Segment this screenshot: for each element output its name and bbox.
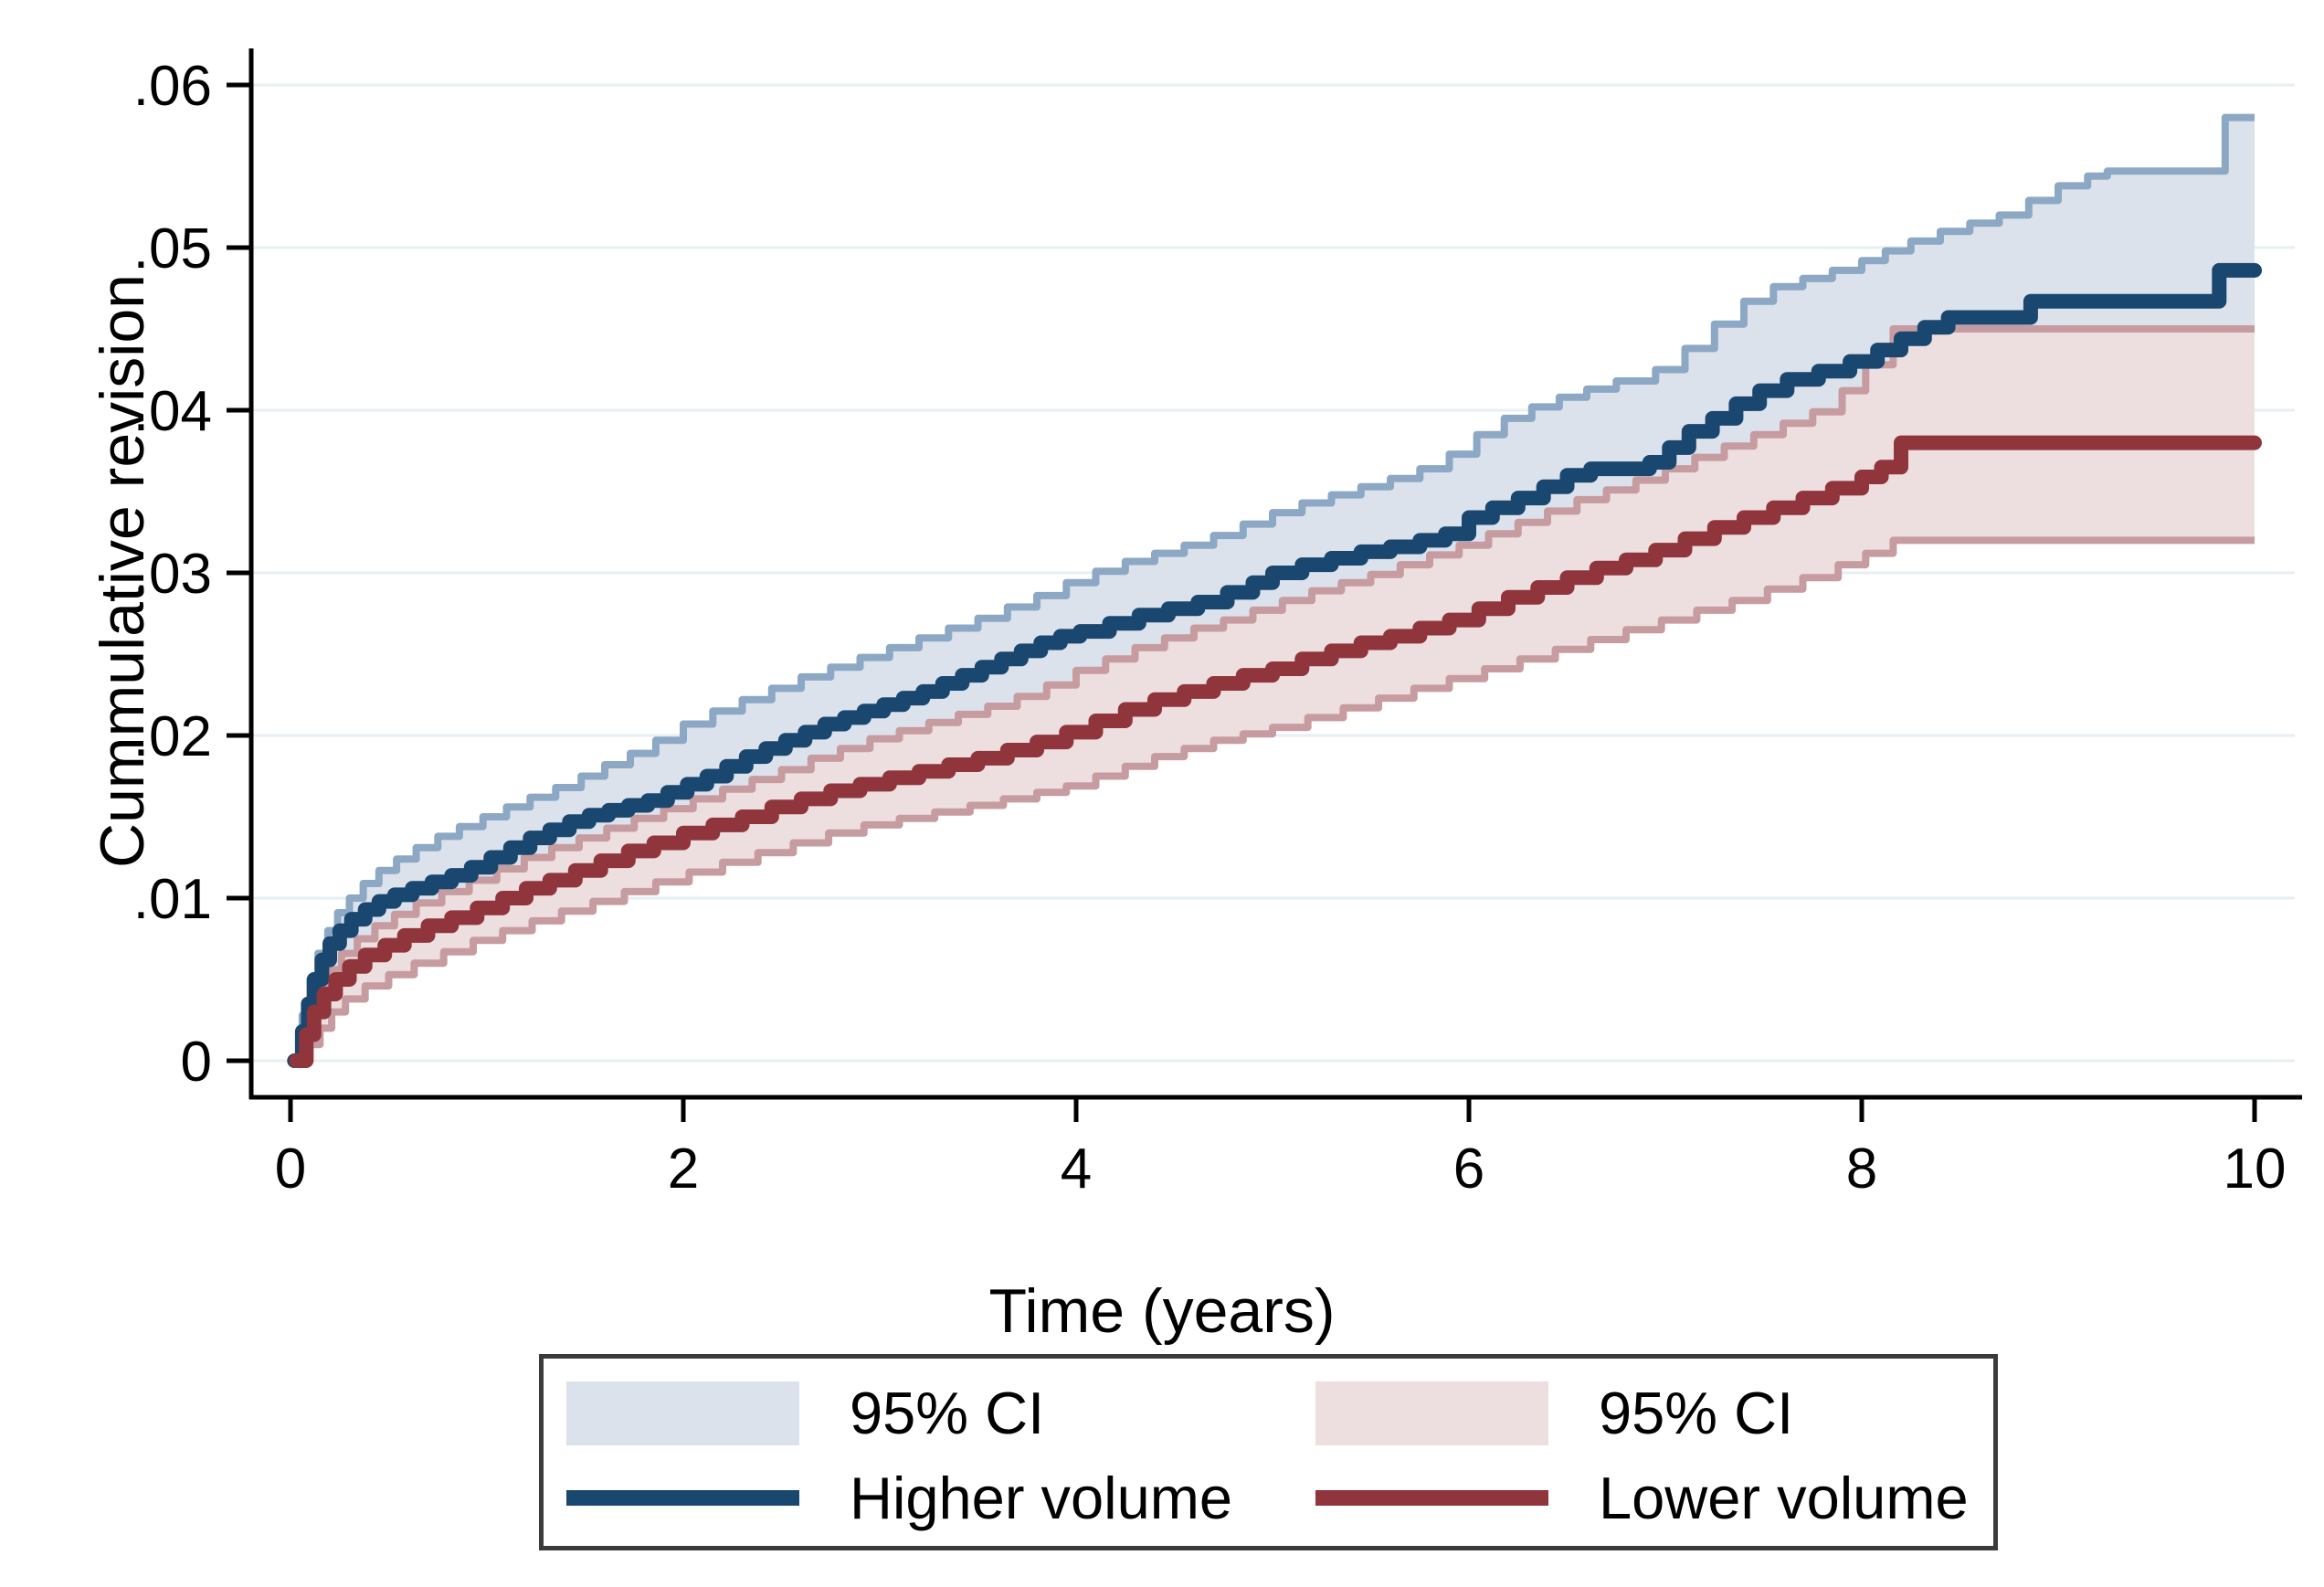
legend-label-higher-volume: Higher volume xyxy=(850,1465,1233,1531)
x-tick-label-4: 4 xyxy=(1061,1137,1092,1201)
ci-lower-edge-1 xyxy=(298,536,2255,1064)
x-axis-title: Time (years) xyxy=(988,1276,1336,1346)
legend-swatch-lower-volume-line xyxy=(1315,1490,1548,1506)
y-tick-label-0.02: .02 xyxy=(133,705,212,768)
x-tick-label-10: 10 xyxy=(2224,1137,2287,1201)
x-tick-label-2: 2 xyxy=(668,1137,699,1201)
legend-label-ci-higher: 95% CI xyxy=(850,1380,1045,1446)
curve-higher-volume xyxy=(287,262,2262,1068)
legend-swatch-ci-lower xyxy=(1315,1381,1548,1445)
x-tick-label-0: 0 xyxy=(275,1137,306,1201)
y-tick-label-0.04: .04 xyxy=(133,380,212,443)
ci-upper-edge-0 xyxy=(294,113,2255,1064)
y-tick-label-0.05: .05 xyxy=(133,217,212,280)
legend-swatch-ci-higher xyxy=(566,1381,799,1445)
y-axis-title: Cummulative revision xyxy=(88,274,157,868)
legend-label-lower-volume: Lower volume xyxy=(1599,1465,1969,1531)
y-tick-label-0.06: .06 xyxy=(133,55,212,118)
x-tick-label-8: 8 xyxy=(1846,1137,1877,1201)
legend-label-ci-lower: 95% CI xyxy=(1599,1380,1794,1446)
legend-swatch-higher-volume-line xyxy=(566,1490,799,1506)
y-tick-label-0.01: .01 xyxy=(133,868,212,931)
curve-lower-volume xyxy=(289,435,2262,1068)
x-tick-label-6: 6 xyxy=(1453,1137,1484,1201)
legend: 95% CI 95% CI Higher volume Lower volume xyxy=(539,1354,1998,1550)
y-tick-label-0.03: .03 xyxy=(133,543,212,606)
y-tick-label-0: 0 xyxy=(181,1031,212,1094)
